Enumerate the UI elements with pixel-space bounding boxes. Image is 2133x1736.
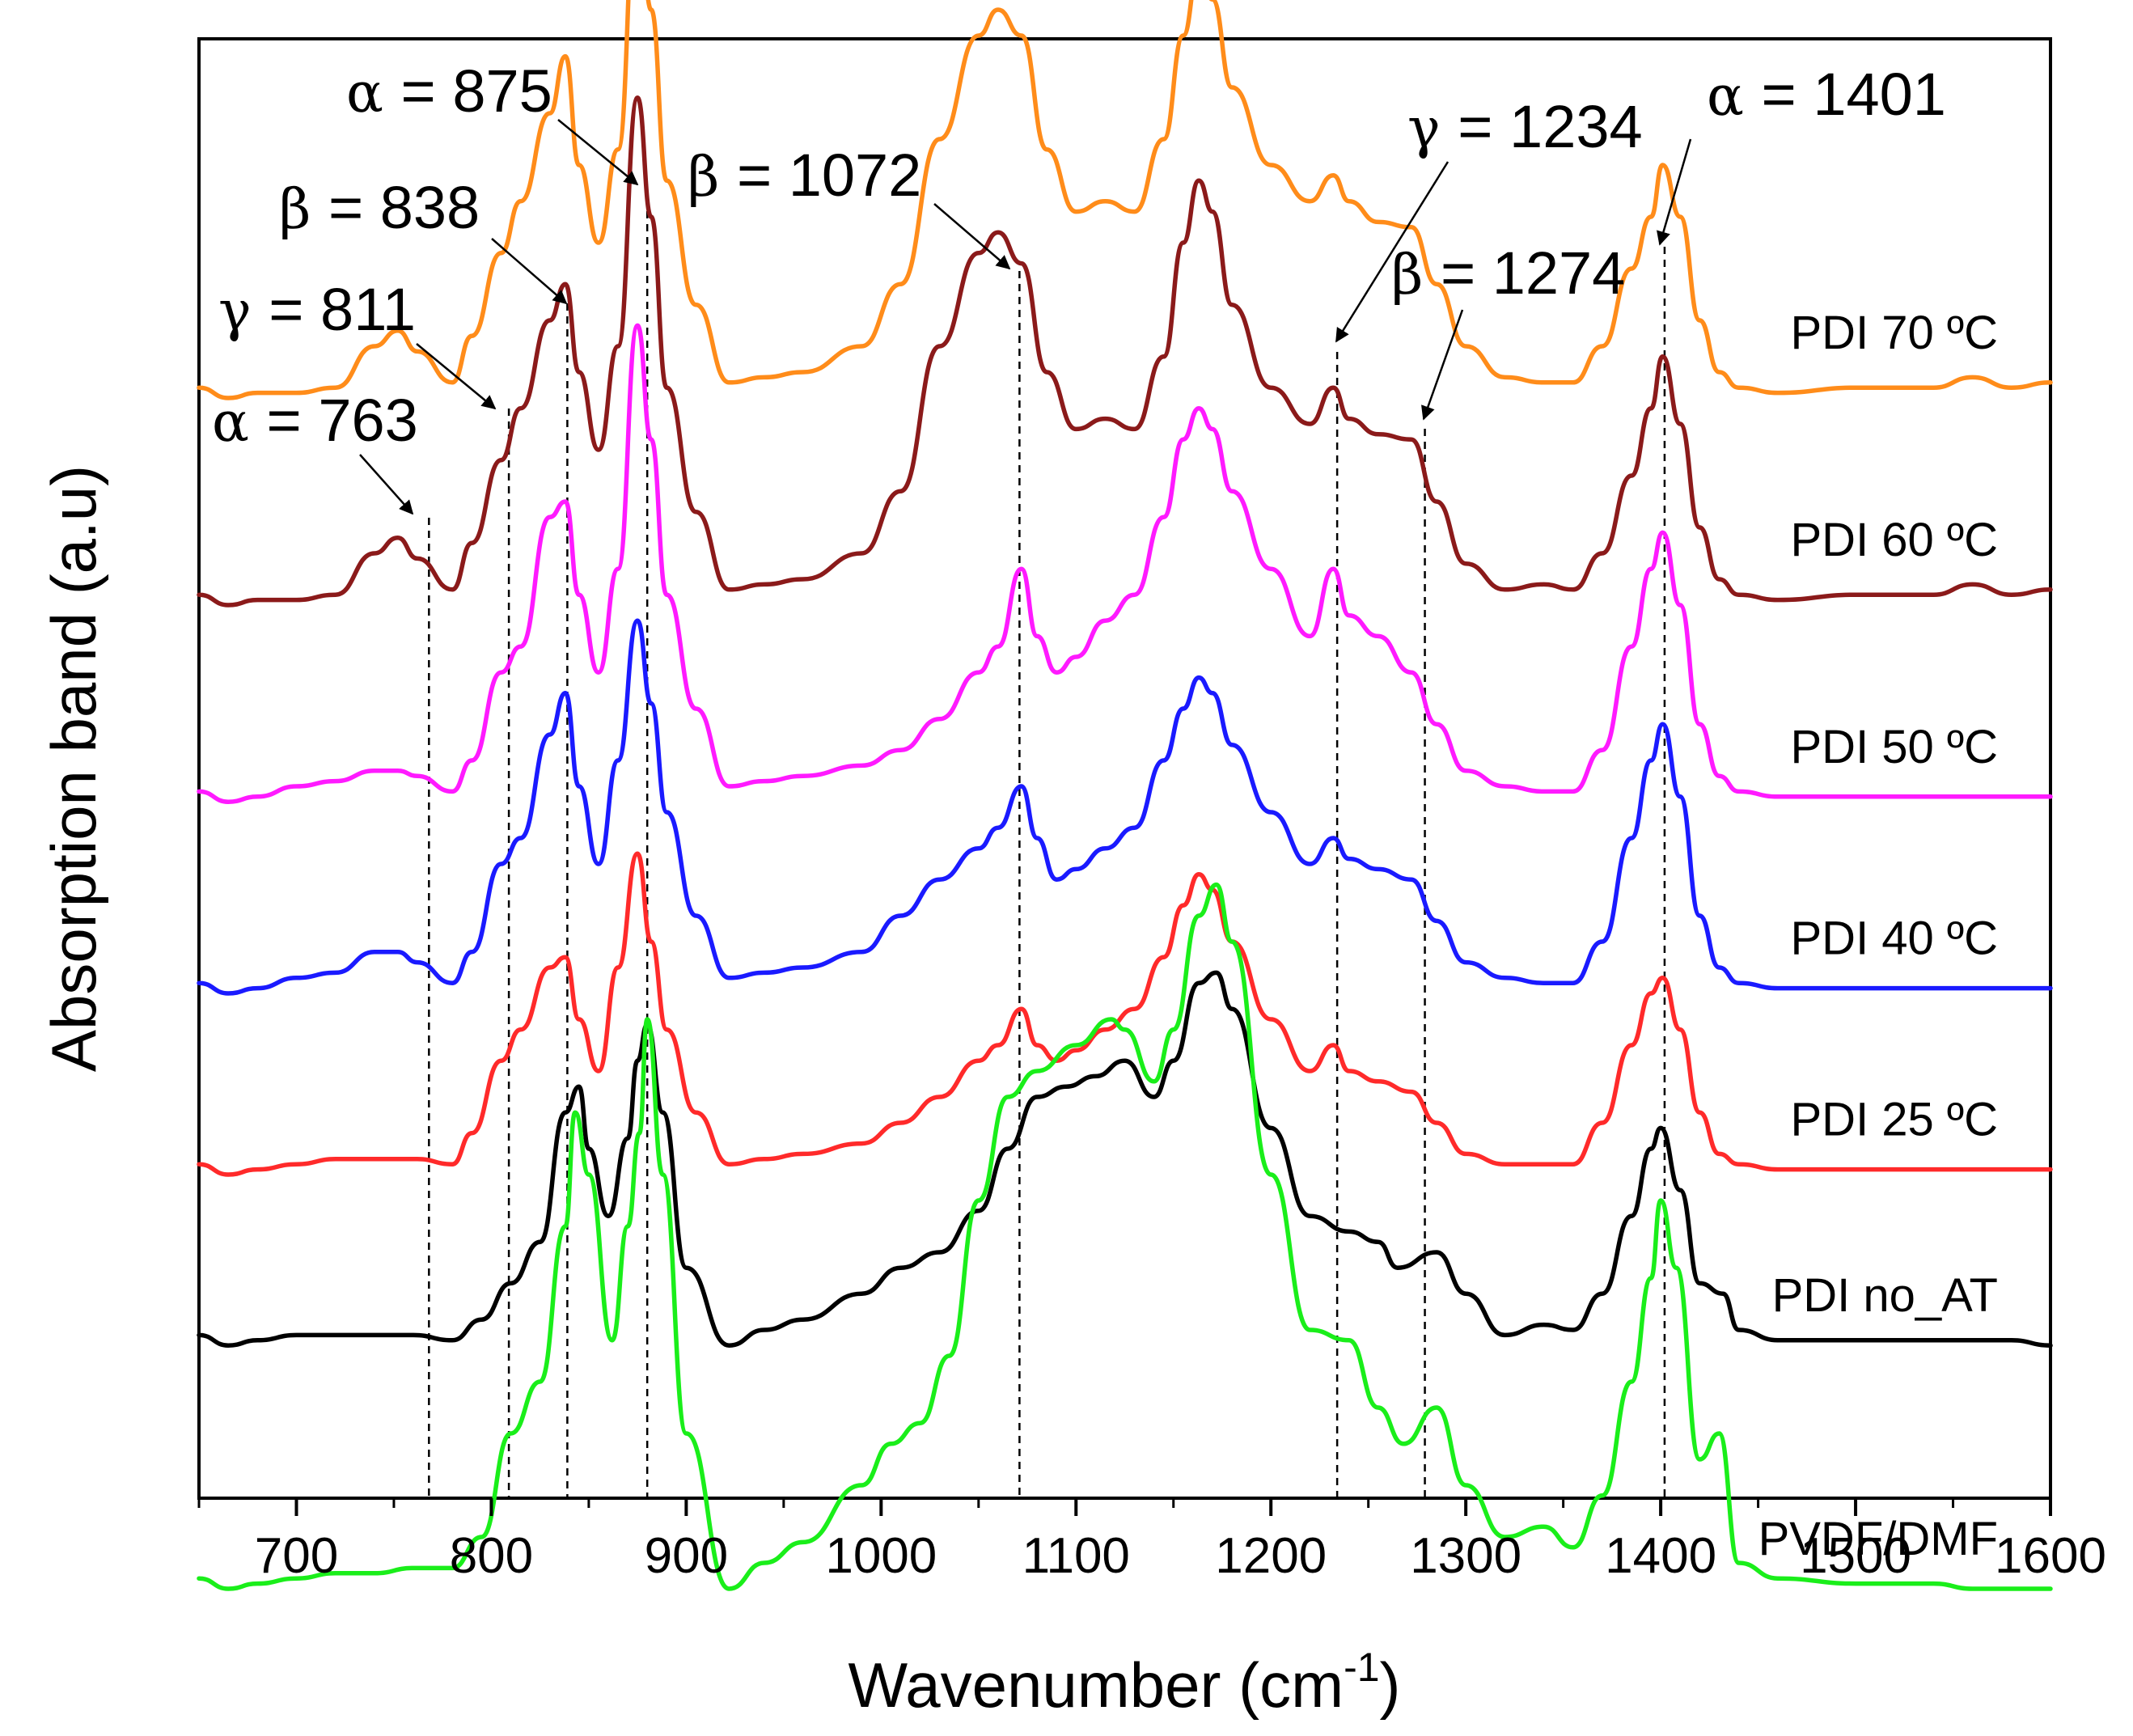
- x-tick-label: 1300: [1410, 1528, 1521, 1584]
- legend: PDI 70 ºC PDI 60 ºC PDI 50 ºC PDI 40 ºC PDI …: [1758, 307, 1998, 1565]
- peak-annotation-value: = 1274: [1441, 239, 1625, 307]
- series-line: [197, 851, 2053, 1177]
- annotation-arrow: [557, 119, 639, 186]
- peak-annotations: α = 763 γ = 811 β = 838 α = 875 β = 1072 γ = …: [212, 57, 1946, 515]
- legend-label: PDI 40 ºC: [1791, 912, 1999, 965]
- x-tick-label: 1000: [825, 1528, 937, 1584]
- legend-label: PDI 25 ºC: [1791, 1094, 1999, 1146]
- plot-frame: [197, 37, 2052, 1500]
- x-axis-title: Wavenumber (cm-1): [848, 1645, 1400, 1721]
- x-axis-title-superscript: -1: [1344, 1645, 1379, 1690]
- annotation-arrow: [416, 343, 497, 410]
- annotation-arrow: [1657, 138, 1692, 246]
- peak-annotation-symbol: α: [1707, 65, 1762, 129]
- x-tick-label: 1600: [1995, 1528, 2106, 1584]
- reference-lines: [428, 198, 1666, 1498]
- peak-annotation-symbol: β: [1391, 243, 1441, 307]
- series-line: [197, 970, 2053, 1348]
- x-axis-title-close: ): [1380, 1649, 1401, 1721]
- legend-label: PDI 60 ºC: [1791, 514, 1999, 566]
- x-tick-label: 900: [645, 1528, 728, 1584]
- annotation-arrow: [359, 454, 414, 515]
- peak-annotation: γ = 811: [218, 276, 416, 344]
- series-line: [197, 95, 2053, 608]
- series-line: [197, 0, 2053, 400]
- x-tick-label: 700: [255, 1528, 338, 1584]
- peak-annotation-symbol: β: [279, 178, 328, 242]
- x-tick-label: 1500: [1800, 1528, 1911, 1584]
- peak-annotation: β = 838: [279, 174, 480, 242]
- legend-label: PDI 70 ºC: [1791, 307, 1999, 359]
- series-line: [197, 882, 2053, 1591]
- peak-annotation: γ = 1234: [1407, 93, 1643, 161]
- x-tick-label: 1400: [1605, 1528, 1716, 1584]
- peak-annotation-symbol: α: [212, 391, 267, 455]
- peak-annotation-value: = 1234: [1458, 93, 1642, 160]
- x-tick-label: 800: [450, 1528, 533, 1584]
- peak-annotation-symbol: β: [688, 146, 737, 210]
- peak-annotation-value: = 875: [401, 57, 552, 125]
- legend-label: PDI no_AT: [1772, 1269, 1998, 1322]
- peak-annotation-value: = 763: [267, 387, 418, 454]
- x-axis-title-main: Wavenumber (cm: [848, 1649, 1344, 1721]
- peak-annotation: α = 875: [346, 57, 552, 125]
- peak-annotation-value: = 838: [328, 174, 480, 241]
- x-axis: 700 800 900 1000 1100 1200 1300 1400 1500 1600: [197, 1498, 2106, 1584]
- series-layer: [197, 0, 2053, 1591]
- annotation-arrow: [1421, 309, 1464, 421]
- y-axis-title: Absorption band (a.u): [38, 465, 109, 1072]
- peak-annotation-symbol: α: [346, 61, 401, 125]
- peak-annotation-value: = 1401: [1762, 61, 1946, 128]
- peak-annotation: α = 1401: [1707, 61, 1946, 129]
- series-line: [197, 618, 2053, 996]
- legend-label: PDI 50 ºC: [1791, 721, 1999, 773]
- annotation-arrow: [933, 203, 1011, 270]
- legend-label: PVDF/DMF: [1758, 1513, 1998, 1565]
- x-tick-label: 1100: [1022, 1528, 1130, 1584]
- series-line: [197, 323, 2053, 804]
- peak-annotation-value: = 811: [269, 276, 416, 343]
- peak-annotation: β = 1274: [1391, 239, 1625, 307]
- peak-annotation: β = 1072: [688, 142, 921, 210]
- peak-annotation-symbol: γ: [1407, 97, 1458, 161]
- peak-annotation-symbol: γ: [218, 280, 269, 344]
- annotation-arrow: [491, 238, 568, 305]
- x-tick-label: 1200: [1215, 1528, 1327, 1584]
- peak-annotation: α = 763: [212, 387, 418, 455]
- peak-annotation-value: = 1072: [737, 142, 921, 209]
- annotation-arrow: [1335, 161, 1450, 343]
